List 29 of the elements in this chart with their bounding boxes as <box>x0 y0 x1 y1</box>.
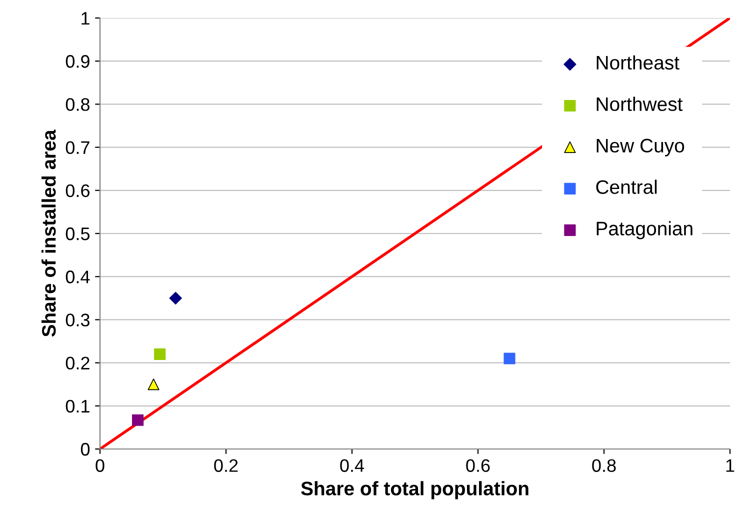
legend-label: Northeast <box>596 55 680 70</box>
x-tick-label: 0.6 <box>466 459 490 472</box>
y-tick-label: 0.3 <box>66 314 90 326</box>
x-tick-label: 1 <box>726 459 734 472</box>
point <box>504 352 516 364</box>
point <box>148 378 160 390</box>
legend-label: New Cuyo <box>596 138 684 156</box>
y-axis-title: Share of installed area <box>42 130 56 337</box>
point <box>132 414 144 426</box>
y-tick-label: 0 <box>80 442 90 456</box>
y-tick-label: 0.9 <box>66 55 90 68</box>
x-tick-label: 0.8 <box>592 459 616 472</box>
legend-label: Central <box>596 180 657 194</box>
y-tick-label: 0.6 <box>66 184 90 198</box>
point <box>169 292 182 304</box>
x-tick-label: 0.4 <box>340 459 364 472</box>
y-tick-label: 0.4 <box>66 270 90 284</box>
y-tick-label: 0.8 <box>66 98 90 111</box>
x-axis-title: Share of total population <box>301 481 528 500</box>
y-tick-label: 0.2 <box>66 356 90 370</box>
y-tick-label: 0.5 <box>66 227 90 240</box>
y-tick-label: 0.7 <box>66 141 90 154</box>
x-tick-label: 0.2 <box>214 459 238 472</box>
legend-label: Patagonian <box>596 221 692 240</box>
point <box>154 348 166 360</box>
y-tick-label: 1 <box>82 12 90 25</box>
legend-label: Northwest <box>596 96 683 112</box>
y-tick-label: 0.1 <box>66 400 90 413</box>
x-tick-label: 0 <box>96 459 104 472</box>
